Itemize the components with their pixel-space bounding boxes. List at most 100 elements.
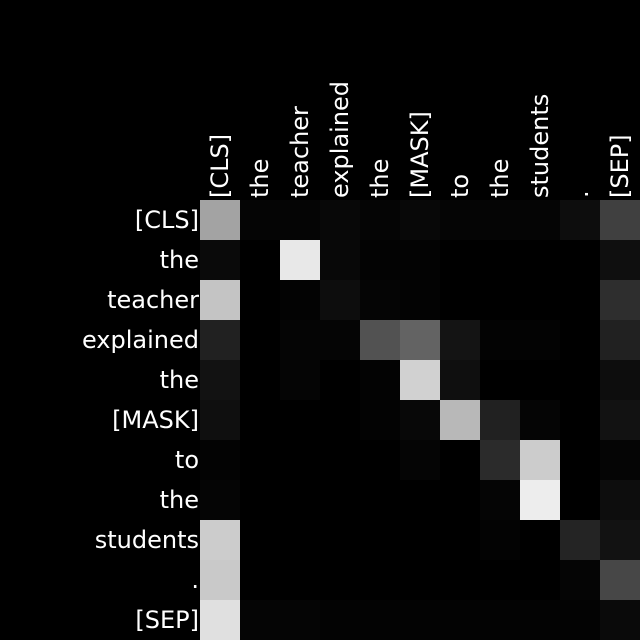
heatmap-cell-r0-c10 (600, 200, 640, 240)
heatmap-cell-r10-c6 (440, 600, 480, 640)
heatmap-cell-r6-c7 (480, 440, 520, 480)
heatmap-cell-r7-c0 (200, 480, 240, 520)
x-token-label: the (486, 159, 514, 198)
heatmap-cell-r2-c4 (360, 280, 400, 320)
heatmap-cell-r5-c5 (400, 400, 440, 440)
heatmap-cell-r5-c6 (440, 400, 480, 440)
heatmap-cell-r5-c7 (480, 400, 520, 440)
heatmap-cell-r7-c5 (400, 480, 440, 520)
heatmap-cell-r8-c2 (280, 520, 320, 560)
heatmap-cell-r8-c6 (440, 520, 480, 560)
heatmap-cell-r6-c9 (560, 440, 600, 480)
heatmap-cell-r8-c7 (480, 520, 520, 560)
heatmap-cells (200, 200, 640, 640)
heatmap-cell-r1-c9 (560, 240, 600, 280)
heatmap-cell-r6-c2 (280, 440, 320, 480)
heatmap-cell-r3-c1 (240, 320, 280, 360)
x-token-label: the (366, 159, 394, 198)
x-token-label: [CLS] (206, 134, 234, 198)
heatmap-cell-r3-c7 (480, 320, 520, 360)
heatmap-cell-r5-c10 (600, 400, 640, 440)
heatmap-cell-r0-c5 (400, 200, 440, 240)
heatmap-cell-r5-c0 (200, 400, 240, 440)
heatmap-cell-r3-c2 (280, 320, 320, 360)
heatmap-cell-r1-c4 (360, 240, 400, 280)
heatmap-cell-r9-c9 (560, 560, 600, 600)
y-token-label: . (191, 566, 199, 594)
heatmap-cell-r4-c7 (480, 360, 520, 400)
heatmap-cell-r9-c4 (360, 560, 400, 600)
heatmap-cell-r1-c5 (400, 240, 440, 280)
heatmap-cell-r2-c10 (600, 280, 640, 320)
y-token-label: teacher (107, 286, 199, 314)
heatmap-cell-r3-c8 (520, 320, 560, 360)
heatmap-cell-r9-c7 (480, 560, 520, 600)
heatmap-cell-r4-c0 (200, 360, 240, 400)
heatmap-cell-r9-c0 (200, 560, 240, 600)
heatmap-cell-r4-c2 (280, 360, 320, 400)
heatmap-cell-r10-c8 (520, 600, 560, 640)
heatmap-cell-r10-c1 (240, 600, 280, 640)
y-token-label: the (160, 366, 199, 394)
heatmap-cell-r3-c0 (200, 320, 240, 360)
heatmap-cell-r4-c4 (360, 360, 400, 400)
heatmap-cell-r4-c6 (440, 360, 480, 400)
heatmap-cell-r2-c6 (440, 280, 480, 320)
x-token-label: . (566, 190, 594, 198)
heatmap-cell-r8-c1 (240, 520, 280, 560)
heatmap-cell-r5-c2 (280, 400, 320, 440)
heatmap-cell-r7-c7 (480, 480, 520, 520)
heatmap-cell-r0-c2 (280, 200, 320, 240)
heatmap-cell-r6-c5 (400, 440, 440, 480)
y-token-label: the (160, 246, 199, 274)
y-token-label: [MASK] (112, 406, 199, 434)
y-token-label: to (175, 446, 199, 474)
heatmap-cell-r7-c6 (440, 480, 480, 520)
heatmap-cell-r10-c5 (400, 600, 440, 640)
heatmap-cell-r7-c4 (360, 480, 400, 520)
heatmap-cell-r9-c10 (600, 560, 640, 600)
heatmap-cell-r1-c1 (240, 240, 280, 280)
heatmap-cell-r6-c0 (200, 440, 240, 480)
heatmap-cell-r7-c2 (280, 480, 320, 520)
heatmap-cell-r9-c3 (320, 560, 360, 600)
heatmap-cell-r10-c4 (360, 600, 400, 640)
heatmap-cell-r1-c0 (200, 240, 240, 280)
heatmap-cell-r7-c3 (320, 480, 360, 520)
heatmap-cell-r10-c2 (280, 600, 320, 640)
heatmap-cell-r5-c8 (520, 400, 560, 440)
heatmap-cell-r2-c0 (200, 280, 240, 320)
heatmap-cell-r0-c1 (240, 200, 280, 240)
y-token-label: [CLS] (135, 206, 199, 234)
heatmap-cell-r3-c5 (400, 320, 440, 360)
heatmap-cell-r3-c3 (320, 320, 360, 360)
x-token-label: explained (326, 81, 354, 198)
heatmap-cell-r8-c9 (560, 520, 600, 560)
heatmap-cell-r0-c6 (440, 200, 480, 240)
heatmap-cell-r0-c4 (360, 200, 400, 240)
heatmap-cell-r7-c8 (520, 480, 560, 520)
heatmap-cell-r1-c8 (520, 240, 560, 280)
x-token-label: to (446, 174, 474, 198)
y-token-label: explained (82, 326, 199, 354)
heatmap-cell-r0-c3 (320, 200, 360, 240)
heatmap-cell-r9-c6 (440, 560, 480, 600)
x-token-label: the (246, 159, 274, 198)
heatmap-cell-r5-c3 (320, 400, 360, 440)
heatmap-cell-r8-c3 (320, 520, 360, 560)
heatmap-cell-r8-c8 (520, 520, 560, 560)
heatmap-cell-r8-c5 (400, 520, 440, 560)
heatmap-cell-r6-c4 (360, 440, 400, 480)
x-token-label: [SEP] (606, 134, 634, 198)
x-token-label: teacher (286, 106, 314, 198)
heatmap-cell-r3-c9 (560, 320, 600, 360)
heatmap-cell-r4-c9 (560, 360, 600, 400)
heatmap-cell-r1-c2 (280, 240, 320, 280)
heatmap-cell-r0-c8 (520, 200, 560, 240)
heatmap-cell-r1-c6 (440, 240, 480, 280)
heatmap-cell-r9-c5 (400, 560, 440, 600)
heatmap-cell-r1-c7 (480, 240, 520, 280)
heatmap-cell-r6-c10 (600, 440, 640, 480)
y-axis-token-labels: [CLS] the teacher explained the [MASK] to the st… (82, 206, 199, 634)
heatmap-cell-r0-c7 (480, 200, 520, 240)
